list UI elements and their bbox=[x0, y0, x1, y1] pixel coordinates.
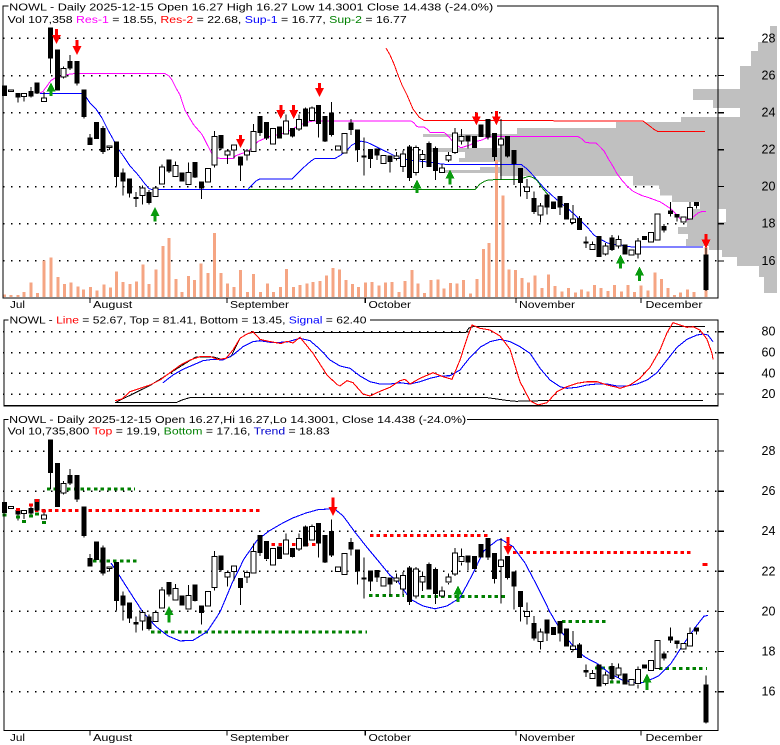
svg-text:September: September bbox=[230, 299, 290, 311]
svg-text:Vol 10,735,800 Top = 19.19, Bo: Vol 10,735,800 Top = 19.19, Bottom = 17.… bbox=[8, 427, 330, 438]
svg-text:20: 20 bbox=[762, 387, 776, 401]
svg-text:September: September bbox=[230, 732, 290, 744]
svg-text:60: 60 bbox=[762, 346, 776, 360]
svg-text:NOWL - Line = 52.67, Top = 81.: NOWL - Line = 52.67, Top = 81.41, Bottom… bbox=[10, 315, 367, 326]
svg-text:October: October bbox=[369, 732, 412, 744]
svg-text:18: 18 bbox=[762, 645, 776, 659]
svg-text:November: November bbox=[519, 299, 576, 311]
svg-text:26: 26 bbox=[762, 69, 776, 83]
svg-text:26: 26 bbox=[762, 484, 776, 498]
svg-text:28: 28 bbox=[762, 444, 776, 458]
svg-text:November: November bbox=[519, 732, 576, 744]
svg-text:October: October bbox=[369, 299, 412, 311]
svg-text:August: August bbox=[93, 732, 132, 744]
svg-text:Vol 107,358 Res-1 = 18.55, Res: Vol 107,358 Res-1 = 18.55, Res-2 = 22.68… bbox=[8, 15, 407, 26]
svg-text:40: 40 bbox=[762, 366, 776, 380]
svg-text:28: 28 bbox=[762, 31, 776, 45]
svg-text:Jul: Jul bbox=[10, 299, 25, 311]
svg-text:22: 22 bbox=[762, 564, 776, 578]
svg-text:Jul: Jul bbox=[10, 732, 25, 744]
svg-text:August: August bbox=[93, 299, 132, 311]
svg-text:NOWL - Daily 2025-12-15 Open 1: NOWL - Daily 2025-12-15 Open 16.27,Hi 16… bbox=[9, 415, 466, 426]
svg-text:16: 16 bbox=[762, 254, 776, 268]
svg-text:24: 24 bbox=[762, 106, 776, 120]
svg-text:20: 20 bbox=[762, 604, 776, 618]
svg-text:22: 22 bbox=[762, 143, 776, 157]
svg-text:80: 80 bbox=[762, 325, 776, 339]
svg-text:December: December bbox=[646, 732, 704, 744]
svg-text:16: 16 bbox=[762, 685, 776, 699]
svg-text:December: December bbox=[646, 299, 704, 311]
svg-text:18: 18 bbox=[762, 217, 776, 231]
svg-text:NOWL - Daily 2025-12-15 Open 1: NOWL - Daily 2025-12-15 Open 16.27 High … bbox=[9, 3, 493, 14]
svg-text:20: 20 bbox=[762, 180, 776, 194]
svg-text:24: 24 bbox=[762, 524, 776, 538]
